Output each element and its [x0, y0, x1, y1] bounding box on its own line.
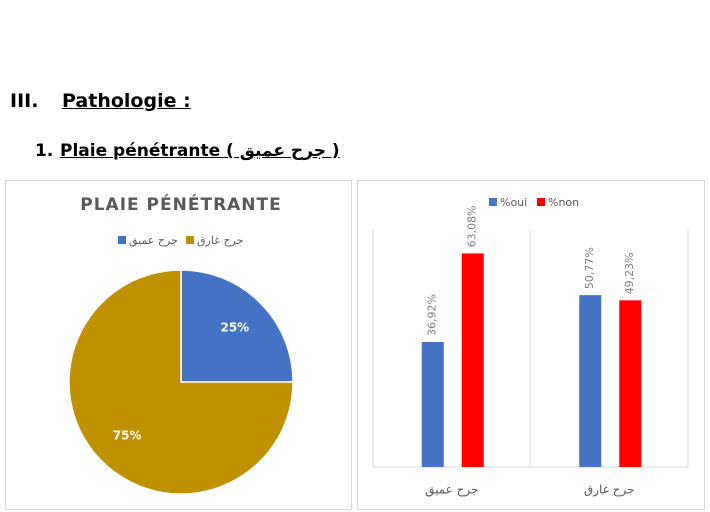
bar [461, 253, 484, 467]
legend-swatch [118, 236, 126, 244]
data-label: 75% [113, 428, 142, 442]
legend-label: جرح غارق [197, 234, 243, 247]
x-tick-label: جرح غارق [584, 483, 635, 498]
chart-title: PLAIE PÉNÉTRANTE [80, 193, 282, 215]
legend-swatch [186, 236, 194, 244]
bar [421, 341, 444, 467]
subsection-number: 1. [35, 141, 54, 161]
legend-swatch [537, 198, 545, 206]
x-tick-label: جرح عميق [425, 483, 478, 498]
chart-frame [357, 180, 705, 510]
data-label: 63,08% [466, 205, 479, 247]
pie-slice [68, 269, 294, 495]
legend-swatch [489, 198, 497, 206]
data-label: 36,92% [426, 294, 439, 336]
section-title: Pathologie : [62, 90, 191, 112]
legend-label: جرح عميق [129, 234, 178, 248]
bar [619, 300, 642, 467]
bar [579, 295, 602, 467]
subsection-arabic: ( جرح عميق ) [226, 141, 340, 161]
data-label: 49,23% [623, 252, 636, 294]
data-label: 50,77% [583, 247, 596, 289]
subsection-title: Plaie pénétrante ( جرح عميق ) [60, 141, 340, 161]
legend-label: %non [548, 196, 579, 209]
subsection-title-text: Plaie pénétrante [60, 141, 221, 161]
pie-slice [180, 269, 294, 383]
legend-label: %oui [500, 196, 527, 209]
section-number: III. [10, 90, 39, 112]
data-label: 25% [220, 321, 249, 335]
